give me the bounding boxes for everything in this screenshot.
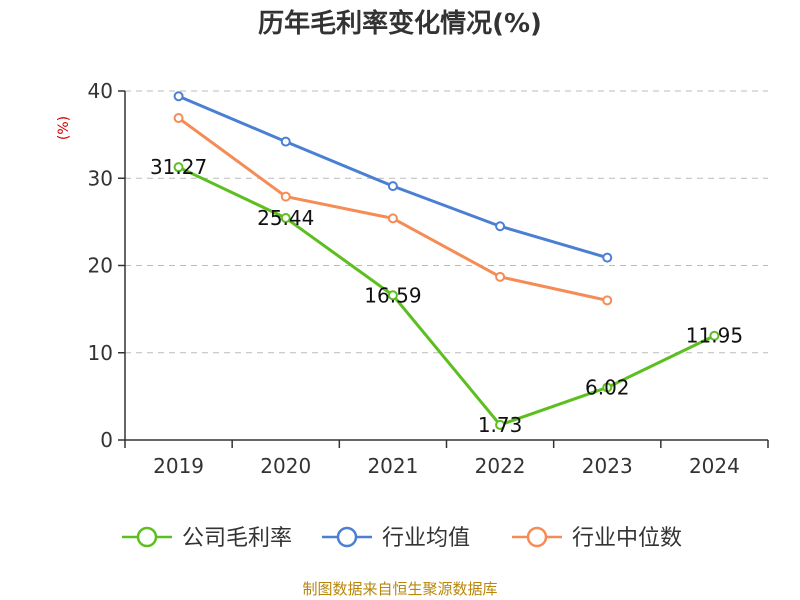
data-label: 6.02 [585,375,630,399]
data-label: 16.59 [364,283,421,307]
data-point [602,252,613,263]
legend-label: 行业中位数 [572,526,682,551]
gridlines [125,90,768,354]
data-point [387,213,398,224]
legend-label: 行业均值 [382,526,470,551]
data-point [173,91,184,102]
source-note: 制图数据来自恒生聚源数据库 [302,580,497,598]
legend-swatch-marker [526,526,548,548]
x-tick-label: 2022 [475,454,526,478]
data-point [495,271,506,282]
series-line [177,94,609,260]
data-point [280,191,291,202]
data-point [495,419,506,430]
legend-swatch-marker [336,526,358,548]
legend-label: 公司毛利率 [182,526,292,551]
data-point [709,330,720,341]
data-point [173,113,184,124]
legend: 公司毛利率 行业均值 行业中位数 [122,526,682,551]
data-label: 11.95 [686,324,743,348]
x-tick-label: 2021 [367,454,418,478]
y-tick-label: 10 [88,341,113,365]
data-point [602,295,613,306]
data-point [495,221,506,232]
data-point [387,290,398,301]
x-tick-label: 2023 [582,454,633,478]
y-axis-label: (%) [56,116,72,140]
series-lines [173,91,720,430]
data-point [280,136,291,147]
data-point [602,382,613,393]
y-tick-label: 40 [88,79,113,103]
y-tick-label: 20 [88,254,113,278]
data-labels: 31.27 25.44 16.59 1.73 6.02 11.95 [150,155,743,437]
axes: 0 10 20 30 40 2019 2020 2021 2022 2023 2024 [88,79,769,478]
series-line [177,116,609,302]
chart-title: 历年毛利率变化情况(%) [258,8,542,39]
legend-swatch-marker [136,526,158,548]
y-tick-label: 0 [100,428,113,452]
data-label: 25.44 [257,206,314,230]
x-tick-label: 2020 [260,454,311,478]
data-point [173,162,184,173]
series-line [177,165,716,427]
x-tick-label: 2024 [689,454,740,478]
data-point [387,181,398,192]
data-label: 31.27 [150,155,207,179]
x-tick-label: 2019 [153,454,204,478]
data-point [280,213,291,224]
data-label: 1.73 [478,413,523,437]
y-tick-label: 30 [88,166,113,190]
